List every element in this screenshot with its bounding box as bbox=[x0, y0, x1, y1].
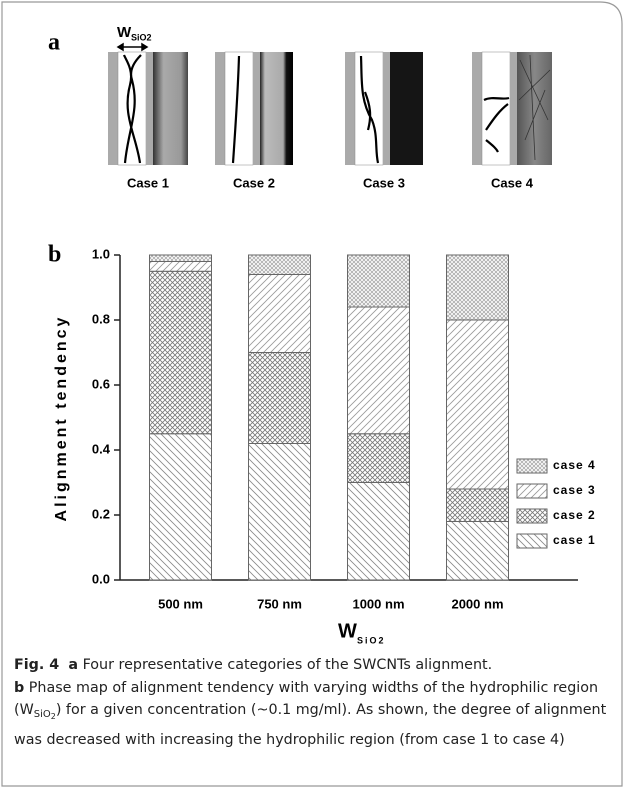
y-tick-label: 0.2 bbox=[92, 506, 110, 521]
x-tick-label: 750 nm bbox=[257, 596, 302, 611]
figure-label: Fig. 4 bbox=[14, 657, 59, 673]
y-tick-label: 0.6 bbox=[92, 376, 110, 391]
width-sub: SiO2 bbox=[131, 32, 152, 42]
legend-label: case 1 bbox=[553, 533, 596, 547]
y-tick-label: 1.0 bbox=[92, 246, 110, 261]
bar-segment bbox=[348, 483, 410, 581]
bar-segment bbox=[348, 434, 410, 483]
legend-label: case 2 bbox=[553, 508, 596, 522]
legend-swatch bbox=[517, 459, 547, 473]
bar-segment bbox=[150, 434, 212, 580]
bar-segment bbox=[447, 320, 509, 489]
case-1-image bbox=[108, 52, 188, 165]
case-4-image bbox=[472, 52, 552, 165]
panel-label: a bbox=[48, 30, 60, 56]
caption-sub-text: SiO bbox=[34, 709, 51, 720]
bar-segment bbox=[150, 255, 212, 262]
width-arrow bbox=[118, 44, 147, 50]
y-tick-label: 0.0 bbox=[92, 571, 110, 586]
y-tick-label: 0.4 bbox=[92, 441, 111, 456]
bar-segment bbox=[348, 307, 410, 434]
x-tick-label: 2000 nm bbox=[451, 596, 503, 611]
legend-swatch bbox=[517, 509, 547, 523]
caption-b-text: ) for a given concentration (~0.1 mg/ml)… bbox=[14, 702, 606, 748]
caption: Fig. 4 a Four representative categories … bbox=[14, 654, 610, 751]
width-label: W bbox=[117, 24, 132, 41]
bar-segment bbox=[447, 255, 509, 320]
bar-segment bbox=[249, 353, 311, 444]
bar-segment bbox=[447, 522, 509, 581]
bar-segment bbox=[150, 271, 212, 434]
x-axis-title-sub: SiO2 bbox=[357, 635, 386, 645]
x-tick-label: 1000 nm bbox=[352, 596, 404, 611]
bar-segment bbox=[249, 255, 311, 275]
panel-label: b bbox=[48, 242, 61, 268]
y-tick-label: 0.8 bbox=[92, 311, 110, 326]
case-2-image bbox=[215, 52, 293, 165]
x-tick-label: 500 nm bbox=[158, 596, 203, 611]
bar-segment bbox=[249, 275, 311, 353]
caption-sub: SiO2 bbox=[34, 709, 56, 720]
caption-a-text: Four representative categories of the SW… bbox=[83, 657, 493, 673]
page: {"panel_a": {"label": "a", "width_label"… bbox=[0, 0, 624, 791]
x-axis-title: W bbox=[338, 620, 357, 642]
bar-segment bbox=[249, 444, 311, 581]
caption-b-label: b bbox=[14, 680, 24, 696]
case-3-image bbox=[345, 52, 423, 165]
legend-label: case 4 bbox=[553, 458, 596, 472]
case-label: Case 4 bbox=[491, 175, 534, 190]
bar-segment bbox=[348, 255, 410, 307]
legend-label: case 3 bbox=[553, 483, 596, 497]
case-label: Case 2 bbox=[233, 175, 275, 190]
legend-swatch bbox=[517, 534, 547, 548]
case-label: Case 1 bbox=[127, 175, 169, 190]
bar-segment bbox=[150, 262, 212, 272]
legend-swatch bbox=[517, 484, 547, 498]
bar-segment bbox=[447, 489, 509, 522]
case-label: Case 3 bbox=[363, 175, 405, 190]
y-axis-title: Alignment tendency bbox=[53, 315, 70, 522]
caption-a-label: a bbox=[68, 657, 78, 673]
